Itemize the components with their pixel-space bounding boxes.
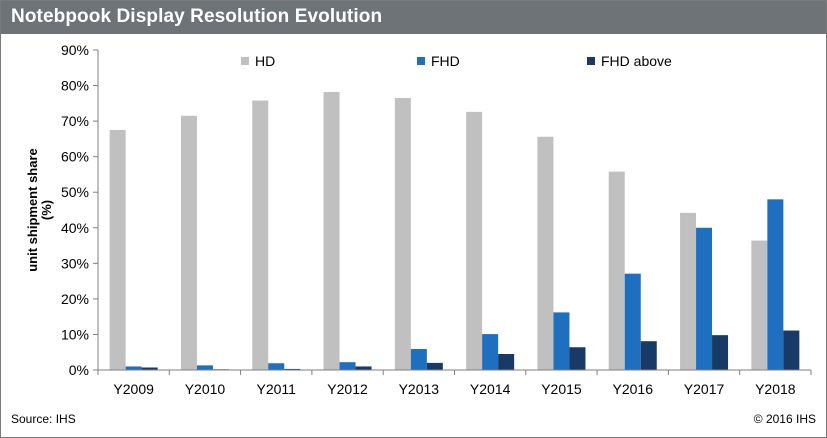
- legend-label: FHD: [431, 53, 460, 69]
- bar-fhd-above: [640, 341, 657, 370]
- y-tick-label: 0%: [69, 362, 89, 378]
- bar-fhd: [339, 362, 356, 370]
- bar-fhd-above: [426, 362, 443, 370]
- bar-fhd-above: [569, 347, 586, 370]
- bars: [109, 91, 800, 371]
- x-tick-label: Y2009: [113, 381, 154, 397]
- bar-hd: [180, 115, 197, 371]
- y-tick-label: 50%: [61, 184, 89, 200]
- x-tick-label: Y2018: [755, 381, 796, 397]
- y-tick-label: 60%: [61, 149, 89, 165]
- legend-label: FHD above: [601, 53, 672, 69]
- legend-label: HD: [255, 53, 275, 69]
- x-tick-label: Y2013: [399, 381, 440, 397]
- x-tick-label: Y2017: [684, 381, 725, 397]
- y-tick-label: 20%: [61, 291, 89, 307]
- legend-swatch: [587, 57, 595, 65]
- y-axis-ticks: 0% 10% 20% 30% 40% 50% 60% 70% 80% 90%: [61, 42, 98, 378]
- legend-swatch: [417, 57, 425, 65]
- x-tick-label: Y2012: [327, 381, 368, 397]
- y-tick-label: 30%: [61, 255, 89, 271]
- bar-fhd: [268, 363, 285, 370]
- y-tick-label: 70%: [61, 113, 89, 129]
- bar-hd: [394, 98, 411, 370]
- legend-swatch: [241, 57, 249, 65]
- bar-hd: [680, 212, 697, 370]
- bar-chart: unit shipment share (%) 0% 10% 20% 30% 40% 50%…: [25, 42, 812, 397]
- x-tick-label: Y2014: [470, 381, 511, 397]
- bar-fhd-above: [498, 354, 515, 370]
- bar-fhd-above: [783, 330, 800, 370]
- bar-hd: [466, 111, 483, 370]
- bar-hd: [323, 91, 340, 370]
- bar-fhd: [767, 199, 784, 370]
- bar-fhd-above: [712, 335, 729, 370]
- y-axis-title: unit shipment share (%): [25, 148, 54, 272]
- y-axis-title-line2: (%): [39, 200, 54, 220]
- bar-hd: [751, 240, 768, 370]
- bar-fhd-above: [284, 368, 301, 370]
- source-note: Source: IHS: [11, 412, 76, 426]
- bar-hd: [109, 130, 126, 370]
- y-tick-label: 90%: [61, 42, 89, 58]
- bar-hd: [537, 136, 554, 370]
- x-tick-label: Y2011: [257, 381, 297, 397]
- x-tick-label: Y2016: [613, 381, 654, 397]
- bar-hd: [608, 171, 625, 370]
- bar-fhd-above: [355, 366, 372, 370]
- bar-fhd: [482, 334, 499, 370]
- page-title: Notebpook Display Resolution Evolution: [11, 6, 383, 27]
- y-tick-label: 80%: [61, 78, 89, 94]
- x-axis-labels: Y2009 Y2010 Y2011 Y2012 Y2013 Y2014 Y2015 Y2016…: [97, 370, 812, 397]
- x-tick-label: Y2015: [541, 381, 582, 397]
- bar-fhd: [410, 349, 427, 370]
- bar-hd: [252, 100, 269, 370]
- legend: HD FHD FHD above: [241, 53, 672, 69]
- title-bar: Notebpook Display Resolution Evolution: [1, 1, 826, 34]
- y-tick-label: 10%: [61, 326, 89, 342]
- bar-fhd: [624, 273, 641, 370]
- y-tick-label: 40%: [61, 220, 89, 236]
- y-axis-title-line1: unit shipment share: [25, 148, 40, 272]
- bar-fhd-above: [141, 367, 158, 370]
- copyright-note: © 2016 IHS: [753, 412, 816, 426]
- bar-fhd: [553, 312, 570, 370]
- bar-fhd: [125, 366, 142, 370]
- bar-fhd: [696, 227, 713, 370]
- bar-fhd: [196, 365, 213, 370]
- x-tick-label: Y2010: [185, 381, 226, 397]
